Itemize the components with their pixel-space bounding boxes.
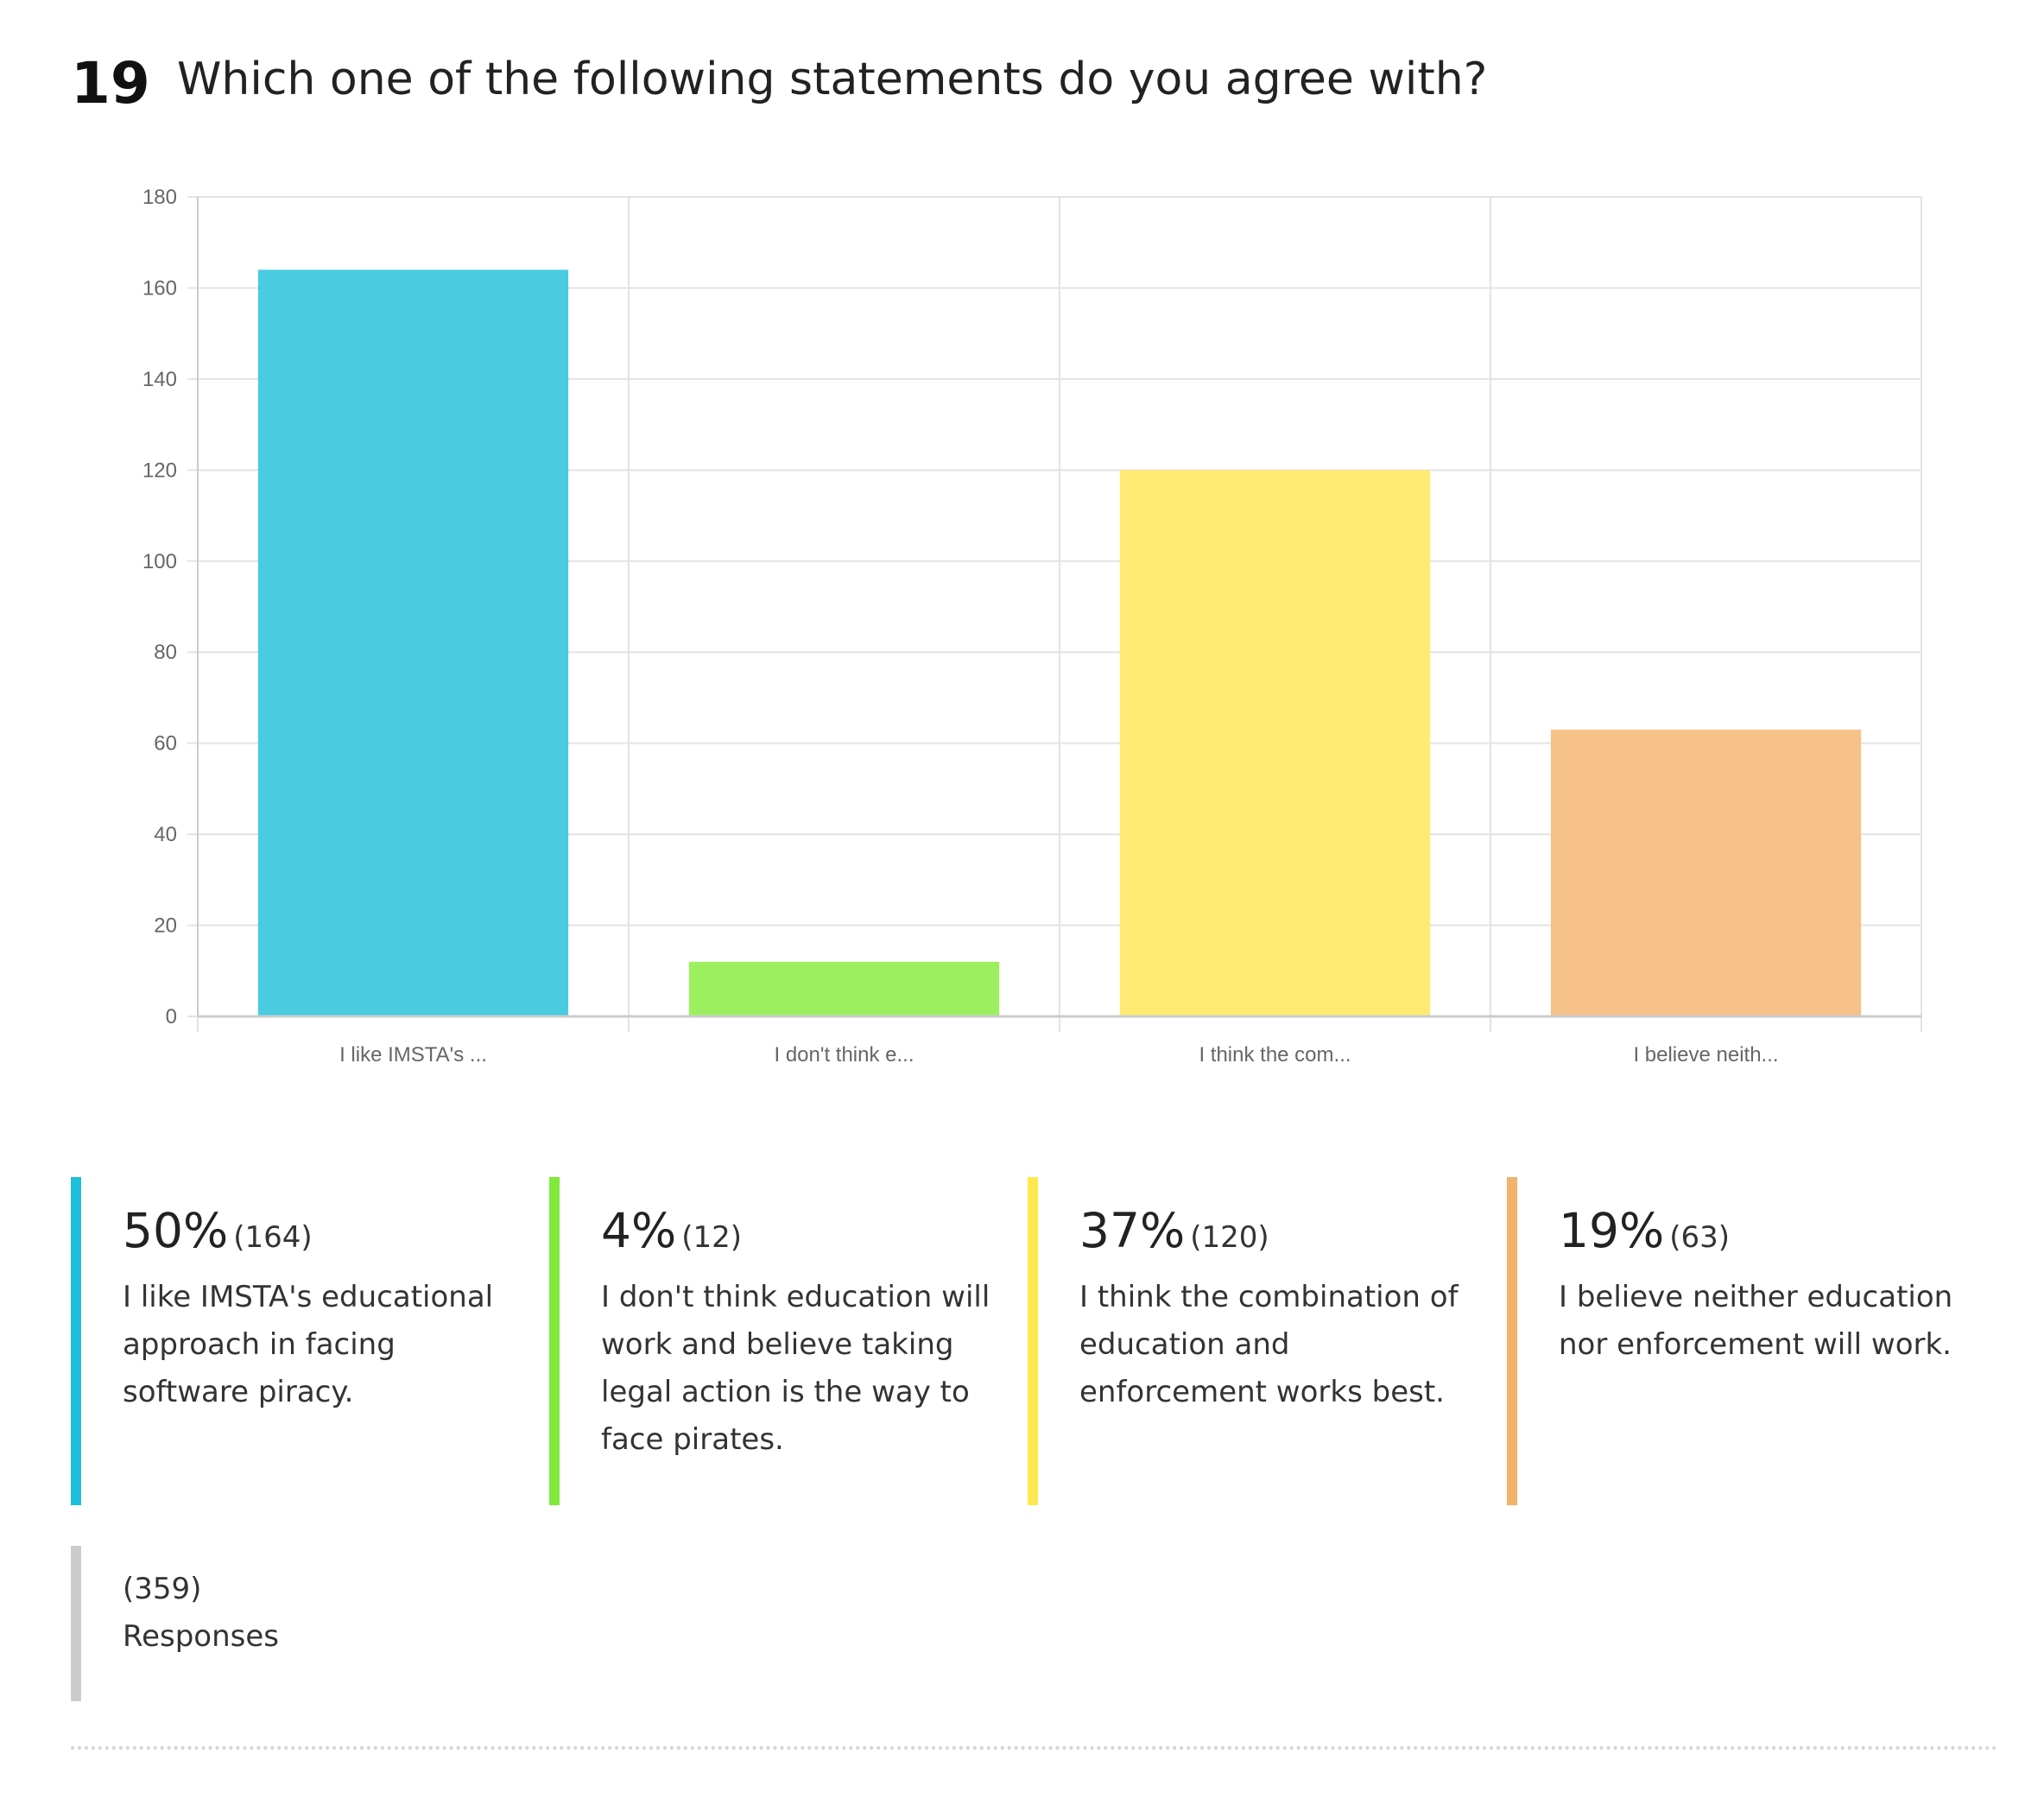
responses-summary: (359) Responses [71,1546,416,1701]
legend-color-stripe [71,1177,81,1505]
legend-color-stripe [1507,1177,1517,1505]
legend-item: 37% (120) I think the combination of educ… [1028,1177,1477,1505]
responses-stripe [71,1546,81,1701]
y-tick-label: 40 [154,823,177,846]
y-tick-label: 60 [154,732,177,756]
legend-color-stripe [1028,1177,1038,1505]
legend-percent: 37% [1079,1203,1186,1258]
legend-count: (164) [233,1220,313,1255]
legend-item: 4% (12) I don't think education will work… [549,1177,998,1505]
y-tick-label: 160 [142,276,177,300]
x-tick-label: I like IMSTA's ... [339,1043,487,1067]
dotted-divider [71,1746,1998,1750]
chart-bars [257,269,1862,1016]
x-tick-label: I think the com... [1199,1043,1351,1067]
legend-text: I think the combination of education and… [1079,1280,1459,1409]
legend-percent: 19% [1559,1203,1665,1258]
y-tick-label: 100 [142,550,177,573]
responses-count: (359) [123,1572,202,1606]
legend-text: I believe neither education nor enforcem… [1559,1280,1953,1362]
y-tick-label: 80 [154,641,177,664]
bar[interactable] [688,961,1000,1016]
legend-text: I don't think education will work and be… [601,1280,990,1457]
x-tick-label: I believe neith... [1633,1043,1778,1067]
question-title: Which one of the following statements do… [177,54,1488,105]
bar[interactable] [257,269,569,1016]
y-tick-label: 140 [142,368,177,391]
legend-percent: 50% [123,1203,229,1258]
x-tick-label: I don't think e... [774,1043,914,1067]
bar[interactable] [1550,729,1862,1016]
y-tick-label: 120 [142,459,177,482]
y-tick-label: 180 [142,186,177,209]
y-tick-label: 20 [154,915,177,938]
bar-chart: 0 20 40 60 80 100 120 140 160 180 I like IMSTA's .… [142,186,1922,1067]
legend-percent: 4% [601,1203,677,1258]
legend-count: (63) [1669,1220,1731,1255]
legend-item: 50% (164) I like IMSTA's educational appr… [71,1177,520,1505]
question-number: 19 [71,50,150,117]
responses-label: Responses [123,1619,280,1654]
legend-text: I like IMSTA's educational approach in f… [123,1280,494,1409]
legend-color-stripe [549,1177,560,1505]
legend-item: 19% (63) I believe neither education nor … [1507,1177,1956,1505]
legend-count: (12) [681,1220,743,1255]
legend-count: (120) [1190,1220,1269,1255]
bar[interactable] [1119,470,1431,1016]
y-tick-label: 0 [166,1005,177,1029]
chart-axes: 0 20 40 60 80 100 120 140 160 180 I like IMSTA's .… [142,186,1921,1067]
